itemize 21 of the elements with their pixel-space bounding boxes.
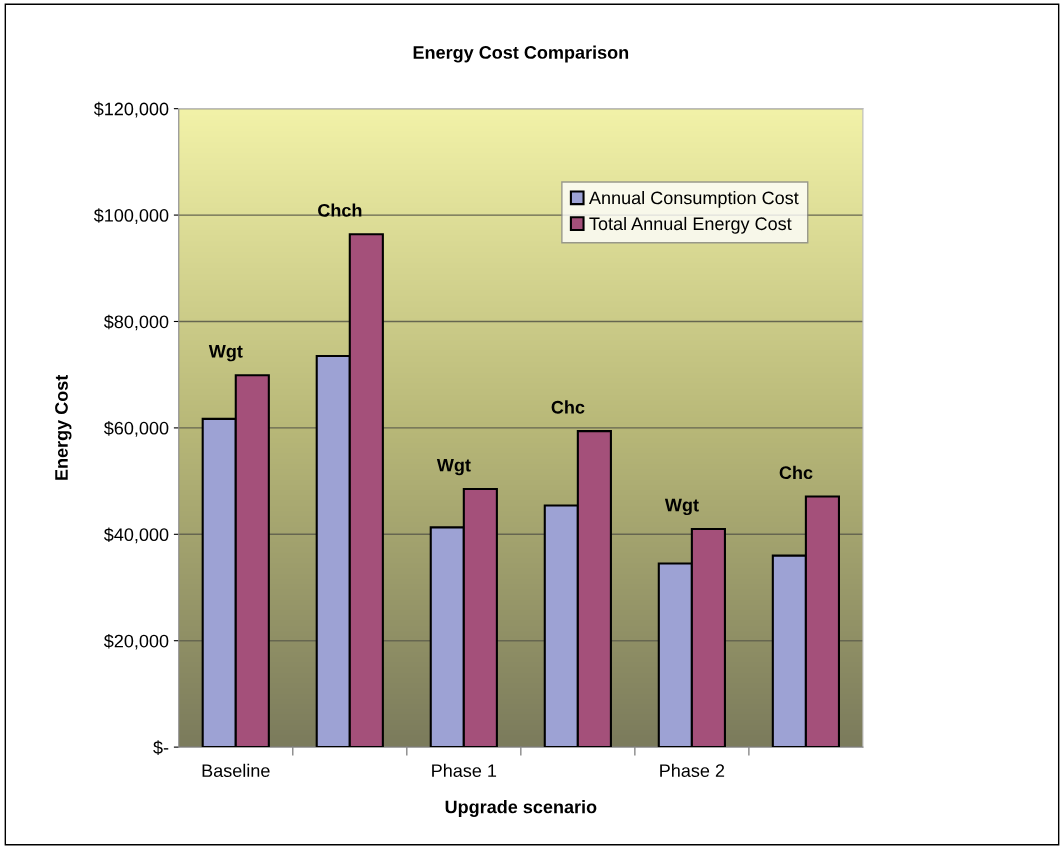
x-tick-label: Phase 1 — [432, 763, 497, 778]
y-axis-title: Energy Cost — [55, 374, 72, 480]
annotation: Wgt — [208, 345, 243, 362]
chart-title: Energy Cost Comparison — [413, 45, 629, 63]
y-tick-label: $- — [153, 740, 169, 755]
annotation: Chc — [551, 400, 585, 414]
legend-label: Total Annual Energy Cost — [589, 216, 792, 234]
annotation: Wgt — [436, 458, 471, 476]
annotation: Chch — [318, 203, 362, 217]
annotation: Wgt — [664, 498, 699, 516]
legend-label: Annual Consumption Cost — [589, 191, 799, 208]
annotation: Chc — [779, 465, 813, 480]
y-tick-label: $100,000 — [93, 208, 169, 224]
x-axis-title: Upgrade scenario — [445, 800, 597, 817]
x-tick-label: Baseline — [202, 763, 270, 778]
y-tick-label: $40,000 — [103, 527, 169, 544]
y-tick-label: $20,000 — [103, 633, 169, 650]
x-tick-label: Phase 2 — [660, 763, 725, 778]
y-tick-label: $60,000 — [103, 421, 169, 437]
y-tick-label: $80,000 — [103, 314, 169, 331]
y-tick-label: $120,000 — [93, 101, 169, 118]
